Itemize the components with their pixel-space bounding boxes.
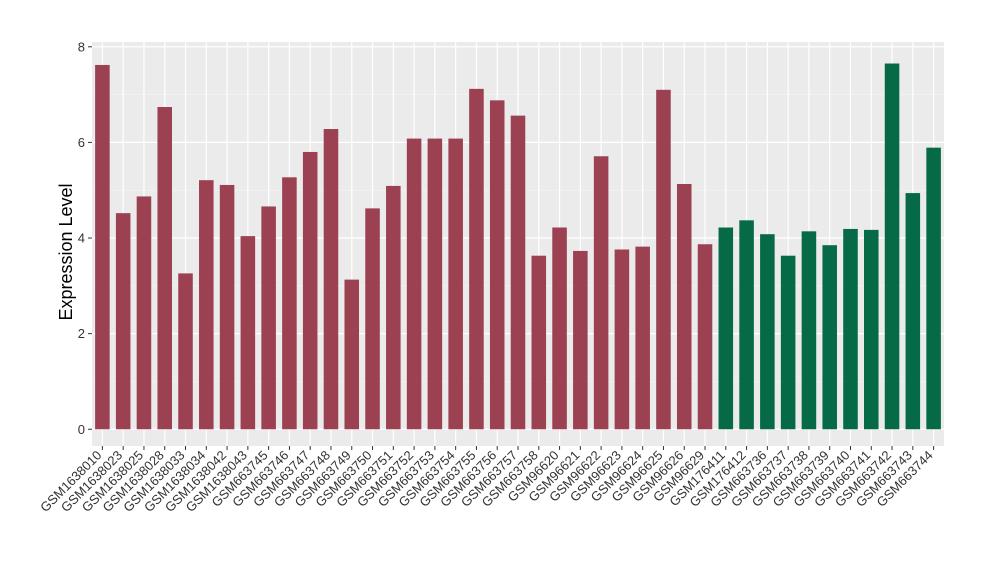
bar-GSM663737 [780,255,796,430]
y-tick-label: 2 [78,326,85,341]
bar-GSM663748 [323,129,339,430]
bar-GSM663750 [365,208,380,430]
bar-GSM663757 [510,115,526,430]
bar-GSM96629 [697,244,713,430]
y-tick-label: 4 [78,231,85,246]
bar-GSM663743 [905,193,921,430]
y-tick-label: 8 [78,39,85,54]
bar-GSM663751 [386,185,401,430]
y-axis: 0 2 4 6 8 [78,39,92,437]
x-axis: GSM1638010GSM1638023GSM1638025GSM1638028… [37,446,936,515]
bar-GSM96626 [676,183,692,430]
bar-GSM663756 [489,100,505,430]
bar-GSM1638025 [136,196,152,430]
bar-series [95,63,941,430]
bar-GSM1638028 [157,107,173,430]
bar-GSM663739 [822,245,837,430]
y-axis-title: Expression Level [56,183,76,320]
bar-GSM663753 [427,138,443,430]
y-tick-label: 0 [78,422,85,437]
bar-GSM1638033 [178,273,193,430]
bar-GSM663736 [760,234,775,430]
bar-GSM663754 [448,138,463,430]
bar-GSM663738 [801,231,817,430]
bar-GSM663758 [531,255,547,430]
bar-GSM663745 [261,206,276,430]
bar-GSM663747 [302,151,318,430]
bar-GSM176412 [739,220,754,430]
bar-GSM96625 [656,89,671,430]
bar-GSM96621 [573,250,588,430]
bar-GSM1638034 [199,180,214,430]
bar-GSM1638023 [115,213,131,430]
bar-GSM96623 [614,249,630,430]
bar-GSM663740 [843,228,858,430]
bar-GSM663741 [863,229,879,430]
bar-GSM176411 [718,227,734,430]
bar-GSM96622 [593,156,609,430]
bar-GSM663752 [406,138,422,430]
bar-GSM96624 [635,246,650,430]
bar-GSM1638010 [95,64,110,430]
bar-GSM663749 [344,279,360,430]
bar-GSM663746 [282,177,297,430]
bar-GSM663755 [469,88,484,430]
bar-GSM1638043 [240,236,256,430]
bar-GSM96620 [552,227,567,430]
bar-GSM1638042 [219,184,235,430]
y-tick-label: 6 [78,135,85,150]
bar-GSM663742 [884,63,900,430]
bar-GSM663744 [926,147,941,430]
